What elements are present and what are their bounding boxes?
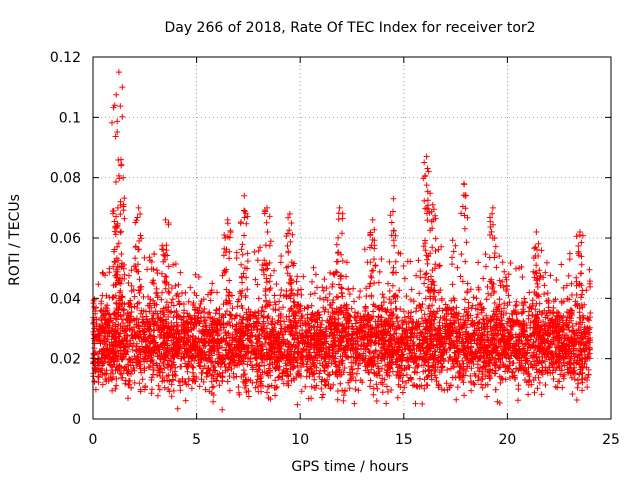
peak-point xyxy=(162,216,169,223)
peak-point xyxy=(460,180,467,187)
data-points xyxy=(90,69,594,413)
peak-point xyxy=(135,204,142,211)
peak-point xyxy=(423,153,430,160)
y-tick-label: 0.06 xyxy=(50,231,81,247)
y-tick-label: 0.12 xyxy=(50,50,81,66)
x-tick-label: 25 xyxy=(602,432,620,448)
y-tick-label: 0.02 xyxy=(50,352,81,368)
peak-point xyxy=(224,216,231,223)
y-tick-label: 0.04 xyxy=(50,291,81,307)
y-tick-label: 0.1 xyxy=(59,110,81,126)
y-tick-label: 0.08 xyxy=(50,171,81,187)
x-axis-label: GPS time / hours xyxy=(291,459,408,475)
axis-ticks: 0 5 10 15 20 25 0 0.02 0.04 0.06 0.08 0.1 0.12 xyxy=(50,50,620,448)
peak-point xyxy=(489,204,496,211)
grid xyxy=(93,57,611,419)
peak-point xyxy=(576,228,583,235)
peak-point xyxy=(369,216,376,223)
peak-point xyxy=(111,102,118,109)
x-tick-label: 0 xyxy=(89,432,98,448)
peak-point xyxy=(264,204,271,211)
x-tick-label: 5 xyxy=(192,432,201,448)
peak-point xyxy=(390,195,397,202)
peak-point xyxy=(533,228,540,235)
peak-point xyxy=(114,204,121,211)
peak-point xyxy=(115,69,122,76)
x-tick-label: 20 xyxy=(498,432,516,448)
peak-point xyxy=(117,156,124,163)
scatter-cloud xyxy=(90,84,594,413)
peak-point xyxy=(429,201,436,208)
peak-point xyxy=(425,168,432,175)
x-tick-label: 10 xyxy=(291,432,309,448)
peak-point xyxy=(241,192,248,199)
chart-title: Day 266 of 2018, Rate Of TEC Index for r… xyxy=(164,20,535,36)
peak-point xyxy=(336,204,343,211)
y-axis-label: ROTI / TECUs xyxy=(7,194,23,286)
peak-point xyxy=(286,210,293,217)
x-tick-label: 15 xyxy=(395,432,413,448)
y-tick-label: 0 xyxy=(72,412,81,428)
